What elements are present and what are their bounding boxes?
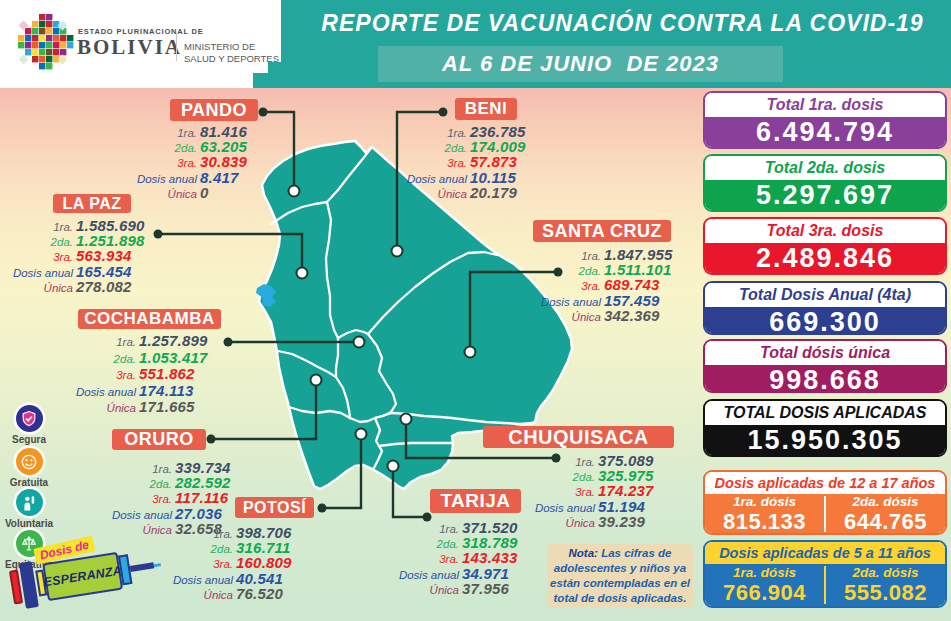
principle-gratuita: Gratuita (0, 448, 59, 488)
department-stats-beni: 1ra.236.785 2da.174.009 3ra.57.873 Dosis… (395, 123, 526, 199)
department-stats-tarija: 1ra.371.520 2da.318.789 3ra.143.433 Dosi… (387, 519, 518, 595)
department-label-beni: BENI (455, 98, 517, 120)
note-box: Nota: Las cifras de adolescentes y niños… (547, 544, 693, 608)
total-unica-box: Total dósis única 998.668 (703, 339, 947, 393)
department-stats-cochabamba: 1ra.1.257.899 2da.1.053.417 3ra.551.862 … (64, 332, 208, 415)
note-label: Nota: (569, 547, 598, 559)
department-label-oruro: ORURO (112, 429, 206, 450)
department-stats-santacruz: 1ra.1.847.955 2da.1.511.101 3ra.689.743 … (529, 246, 673, 322)
department-stats-chuquisaca: 1ra.375.089 2da.325.975 3ra.174.237 Dosi… (523, 452, 654, 528)
bolivia-emblem (8, 10, 78, 88)
total-3ra-box: Total 3ra. dosis 2.489.846 (703, 217, 947, 275)
department-stats-lapaz: 1ra.1.585.690 2da.1.251.898 3ra.563.934 … (1, 217, 145, 293)
logo-divider (176, 33, 177, 61)
department-label-tarija: TARIJA (430, 489, 521, 513)
shield-icon (16, 405, 43, 432)
department-label-santacruz: SANTA CRUZ (533, 220, 671, 242)
department-stats-potosi: 1ra.398.706 2da.316.711 3ra.160.809 Dosi… (161, 524, 292, 600)
principle-voluntaria: Voluntaria (0, 489, 59, 529)
department-stats-pando: 1ra.81.416 2da.63.205 3ra.30.839 Dosis a… (125, 123, 247, 199)
principle-segura: Segura (0, 405, 59, 445)
report-date: AL 6 DE JUNIO DE 2023 (378, 46, 783, 82)
department-label-lapaz: LA PAZ (53, 194, 131, 213)
department-label-potosi: POTOSÍ (235, 497, 314, 518)
syringe-needle (130, 562, 155, 572)
total-anual-box: Total Dosis Anual (4ta) 669.300 (703, 281, 947, 335)
total-2da-box: Total 2da. dosis 5.297.697 (703, 154, 947, 212)
age-group-5-11-box: Dosis aplicadas de 5 a 11 años 1ra. dósi… (703, 540, 947, 608)
total-1ra-box: Total 1ra. dosis 6.494.794 (703, 91, 947, 149)
bolivia-wordmark: BOLIVIA (77, 35, 182, 60)
report-title: REPORTE DE VACUNACIÓN CONTRA LA COVID-19 (300, 7, 945, 39)
ministry-label: MINISTERIO DESALUD Y DEPORTES (184, 41, 279, 64)
age-group-12-17-box: Dosis aplicadas de 12 a 17 años 1ra. dós… (703, 470, 947, 535)
raised-hand-icon (16, 489, 43, 516)
department-label-pando: PANDO (170, 99, 258, 121)
department-label-chuquisaca: CHUQUISACA (483, 426, 674, 448)
smiley-icon (16, 448, 43, 475)
department-label-cochabamba: COCHABAMBA (78, 309, 221, 329)
total-aplicadas-box: TOTAL DOSIS APLICADAS 15.950.305 (703, 399, 947, 457)
syringe-tip (154, 563, 161, 567)
